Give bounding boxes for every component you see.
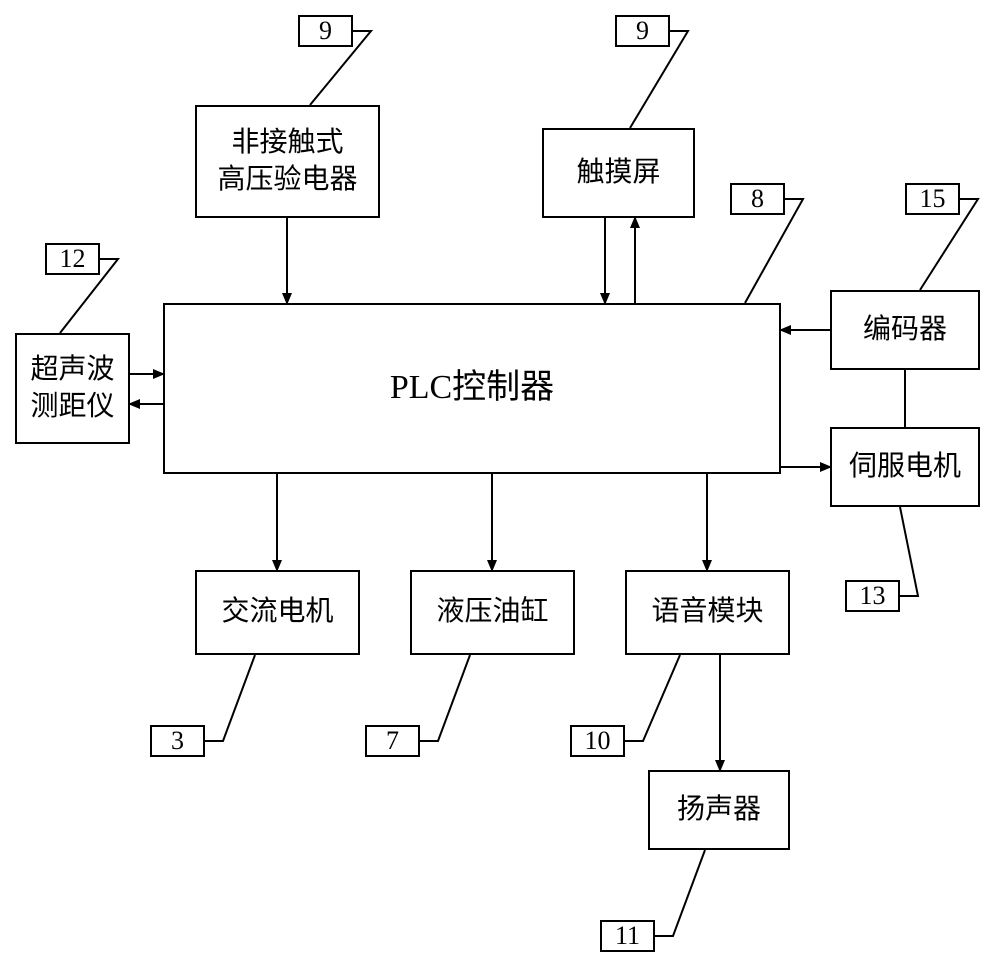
node-hv-detector: 非接触式高压验电器	[195, 105, 380, 218]
label-ultra-text: 12	[60, 244, 86, 274]
node-ultra-text: 超声波测距仪	[30, 352, 114, 425]
label-plc: 8	[730, 183, 785, 215]
node-ac-text: 交流电机	[221, 594, 333, 630]
label-spk-text: 11	[615, 921, 640, 951]
label-plc-text: 8	[751, 184, 764, 214]
node-hyd-text: 液压油缸	[436, 594, 548, 630]
label-spk: 11	[600, 920, 655, 952]
label-voice-text: 10	[585, 726, 611, 756]
node-encoder: 编码器	[830, 290, 980, 370]
label-ac-text: 3	[171, 726, 184, 756]
label-servo: 13	[845, 580, 900, 612]
node-spk-text: 扬声器	[677, 792, 761, 828]
label-hyd: 7	[365, 725, 420, 757]
node-plc-text: PLC控制器	[390, 366, 554, 410]
node-touchscreen: 触摸屏	[542, 128, 695, 218]
plc-block-diagram: PLC控制器 非接触式高压验电器 触摸屏 超声波测距仪 编码器 伺服电机 交流电…	[0, 0, 1000, 972]
label-touch-text: 9	[636, 16, 649, 46]
label-servo-text: 13	[860, 581, 886, 611]
node-plc: PLC控制器	[163, 303, 781, 474]
label-hv-text: 9	[319, 16, 332, 46]
label-touch: 9	[615, 15, 670, 47]
node-servo-text: 伺服电机	[849, 449, 961, 485]
node-hydraulic: 液压油缸	[410, 570, 575, 655]
node-voice-text: 语音模块	[651, 594, 763, 630]
node-hv-text: 非接触式高压验电器	[217, 125, 357, 198]
label-voice: 10	[570, 725, 625, 757]
node-touch-text: 触摸屏	[576, 155, 660, 191]
label-enc-text: 15	[920, 184, 946, 214]
label-ultra: 12	[45, 243, 100, 275]
node-enc-text: 编码器	[863, 312, 947, 348]
label-ac: 3	[150, 725, 205, 757]
node-voice: 语音模块	[625, 570, 790, 655]
label-hv: 9	[298, 15, 353, 47]
node-speaker: 扬声器	[648, 770, 790, 850]
label-enc: 15	[905, 183, 960, 215]
node-ultrasonic: 超声波测距仪	[15, 333, 130, 444]
label-hyd-text: 7	[386, 726, 399, 756]
node-ac-motor: 交流电机	[195, 570, 360, 655]
node-servo: 伺服电机	[830, 427, 980, 507]
